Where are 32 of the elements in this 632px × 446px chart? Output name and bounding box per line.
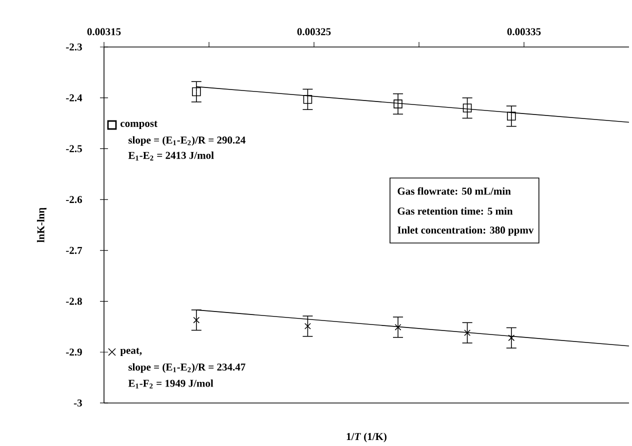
annotation: E$_{1}$-F$_{2}$ = 1949 J/mol [128, 380, 214, 389]
x-tick-label: 0.00325 [297, 28, 331, 36]
point [508, 334, 515, 342]
annotation: slope = (E$_{1}$-E$_{2}$)/R = 290.24 [128, 136, 246, 146]
annotation: Inlet concentration: 380 ppmv [398, 226, 534, 236]
point [303, 95, 312, 104]
point [464, 330, 471, 336]
x-tick-label: 0.00335 [507, 28, 541, 36]
annotation: slope = (E$_{1}$-E$_{2}$)/R = 234.47 [128, 363, 246, 373]
annotation: Gas retention time: 5 min [398, 207, 513, 215]
x-axis-title: 1/T (1/K) [346, 432, 386, 442]
y-tick-label: -2.6 [66, 196, 82, 204]
point [304, 323, 311, 330]
point [193, 317, 200, 324]
y-axis-title: lnK-lnη [36, 208, 46, 242]
legend-label: peat, [120, 348, 142, 356]
y-tick-label: -2.3 [66, 44, 82, 51]
point [462, 104, 472, 113]
y-tick-label: -3 [74, 400, 82, 407]
y-tick-label: -2.5 [66, 145, 82, 152]
point [394, 100, 402, 108]
y-tick-label: -2.7 [66, 247, 82, 254]
x-tick-label: 0.00315 [87, 28, 121, 36]
y-tick-label: -2.9 [66, 348, 82, 356]
annotation: Gas flowrate: 50 mL/min [398, 187, 511, 195]
y-tick-label: -2.4 [66, 94, 82, 102]
annotation: E$_{1}$-E$_{2}$ = 2413 J/mol [128, 152, 214, 161]
y-tick-label: -2.8 [66, 298, 82, 305]
legend-label: compost [120, 121, 158, 130]
point [394, 324, 402, 331]
point [192, 87, 201, 96]
point [507, 112, 516, 121]
